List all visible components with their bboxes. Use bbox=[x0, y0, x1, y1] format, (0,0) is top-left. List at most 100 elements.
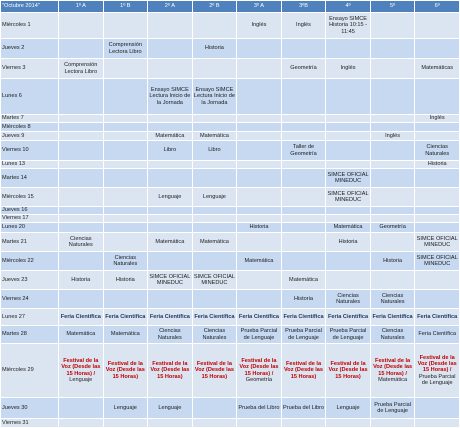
empty-cell bbox=[280, 160, 327, 169]
empty-cell bbox=[369, 160, 416, 169]
event-cell: Ciencias Naturales bbox=[414, 140, 460, 161]
empty-cell bbox=[102, 222, 149, 233]
empty-cell bbox=[369, 206, 416, 215]
empty-cell bbox=[58, 38, 104, 59]
day-label: Jueves 16 bbox=[0, 206, 59, 215]
day-row: Lunes 27 Feria Científica Feria Científica… bbox=[0, 308, 460, 326]
day-row: Martes 7 Inglés bbox=[0, 114, 460, 123]
column-header: 1º B bbox=[102, 0, 149, 13]
empty-cell bbox=[280, 418, 327, 428]
event-note: Matemática bbox=[378, 376, 408, 383]
event-cell: Historia bbox=[191, 38, 238, 59]
event-cell: Ensayo SIMCE Lectura Inicio de la Jornad… bbox=[191, 78, 238, 115]
event-cell: Festival de la Voz (Desde las 15 Horas) bbox=[147, 343, 193, 398]
empty-cell bbox=[236, 418, 282, 428]
empty-cell bbox=[414, 270, 460, 290]
day-row: Jueves 9 Matemática Matemática Inglés bbox=[0, 131, 460, 141]
empty-cell bbox=[58, 187, 104, 207]
empty-cell bbox=[58, 78, 104, 115]
day-label: Jueves 23 bbox=[0, 270, 59, 290]
day-row: Lunes 13 Historia bbox=[0, 160, 460, 169]
empty-cell bbox=[369, 122, 416, 132]
event-highlight: Festival de la Voz (Desde las 15 Horas) bbox=[150, 361, 190, 380]
event-note: Prueba Parcial de Lenguaje bbox=[418, 373, 456, 386]
empty-cell bbox=[325, 122, 371, 132]
event-cell: Ciencias Naturales bbox=[58, 232, 104, 252]
event-highlight: Festival de la Voz (Desde las 15 Horas) … bbox=[373, 357, 413, 377]
event-cell: Matemática bbox=[325, 222, 371, 233]
event-cell: Lenguaje bbox=[147, 187, 193, 207]
empty-cell bbox=[236, 38, 282, 59]
empty-cell bbox=[147, 206, 193, 215]
empty-cell bbox=[280, 206, 327, 215]
empty-cell bbox=[191, 160, 238, 169]
empty-cell bbox=[414, 214, 460, 223]
empty-cell bbox=[147, 114, 193, 123]
event-cell: Festival de la Voz (Desde las 15 Horas) bbox=[102, 343, 149, 398]
event-cell: Matemática bbox=[102, 325, 149, 344]
event-cell: Prueba del Libro bbox=[280, 397, 327, 419]
empty-cell bbox=[58, 140, 104, 161]
event-highlight: Festival de la Voz (Desde las 15 Horas) … bbox=[61, 357, 101, 377]
event-cell: Matemática bbox=[280, 270, 327, 290]
empty-cell bbox=[236, 206, 282, 215]
event-note: Geometría bbox=[245, 376, 273, 383]
column-header: 2º B bbox=[191, 0, 238, 13]
empty-cell bbox=[191, 206, 238, 215]
empty-cell bbox=[369, 418, 416, 428]
event-cell: Ciencias Naturales bbox=[191, 325, 238, 344]
empty-cell bbox=[414, 122, 460, 132]
event-cell: Feria Científica bbox=[280, 308, 327, 326]
event-cell: Matemática bbox=[191, 131, 238, 141]
empty-cell bbox=[369, 38, 416, 59]
empty-cell bbox=[236, 114, 282, 123]
event-note: Lenguaje bbox=[69, 376, 93, 383]
day-label: Miércoles 15 bbox=[0, 187, 59, 207]
day-row: Lunes 6 Ensayo SIMCE Lectura Inicio de la… bbox=[0, 78, 460, 115]
event-cell: Matemáticas bbox=[414, 58, 460, 79]
header-row: "Octubre 2014" 1º A 1º B 2º A 2º B 3º A 3ºB 4º 5… bbox=[0, 0, 460, 13]
empty-cell bbox=[280, 214, 327, 223]
event-cell: Prueba Parcial de Lenguaje bbox=[325, 325, 371, 344]
column-header: 4º bbox=[325, 0, 371, 13]
event-cell: Libro bbox=[147, 140, 193, 161]
empty-cell bbox=[325, 78, 371, 115]
day-row: Jueves 16 bbox=[0, 206, 460, 215]
column-header: "Octubre 2014" bbox=[0, 0, 59, 13]
event-cell: Historia bbox=[280, 289, 327, 309]
empty-cell bbox=[236, 289, 282, 309]
event-cell: Lenguaje bbox=[191, 187, 238, 207]
day-label: Martes 28 bbox=[0, 325, 59, 344]
empty-cell bbox=[102, 160, 149, 169]
event-cell: Prueba Parcial de Lenguaje bbox=[236, 325, 282, 344]
event-highlight: Festival de la Voz (Desde las 15 Horas) … bbox=[417, 354, 457, 374]
empty-cell bbox=[280, 232, 327, 252]
empty-cell bbox=[147, 122, 193, 132]
day-label: Martes 7 bbox=[0, 114, 59, 123]
empty-cell bbox=[369, 12, 416, 39]
event-cell: Inglés bbox=[280, 12, 327, 39]
day-label: Viernes 31 bbox=[0, 418, 59, 428]
empty-cell bbox=[102, 114, 149, 123]
empty-cell bbox=[325, 38, 371, 59]
empty-cell bbox=[147, 251, 193, 271]
event-cell: Ciencias Naturales bbox=[102, 251, 149, 271]
empty-cell bbox=[325, 114, 371, 123]
day-row: Miércoles 29 Festival de la Voz (Desde la… bbox=[0, 343, 460, 398]
empty-cell bbox=[414, 131, 460, 141]
day-label: Jueves 2 bbox=[0, 38, 59, 59]
empty-cell bbox=[414, 222, 460, 233]
empty-cell bbox=[58, 289, 104, 309]
empty-cell bbox=[102, 418, 149, 428]
empty-cell bbox=[280, 114, 327, 123]
empty-cell bbox=[280, 222, 327, 233]
event-cell: Inglés bbox=[236, 12, 282, 39]
day-row: Jueves 23 Historia Historia SIMCE OFICIAL M… bbox=[0, 270, 460, 290]
empty-cell bbox=[58, 214, 104, 223]
event-cell: Matemática bbox=[58, 325, 104, 344]
event-highlight: Festival de la Voz (Desde las 15 Horas) bbox=[328, 361, 368, 380]
event-cell: Feria Científica bbox=[191, 308, 238, 326]
empty-cell bbox=[325, 418, 371, 428]
event-cell: Historia bbox=[58, 270, 104, 290]
empty-cell bbox=[414, 187, 460, 207]
